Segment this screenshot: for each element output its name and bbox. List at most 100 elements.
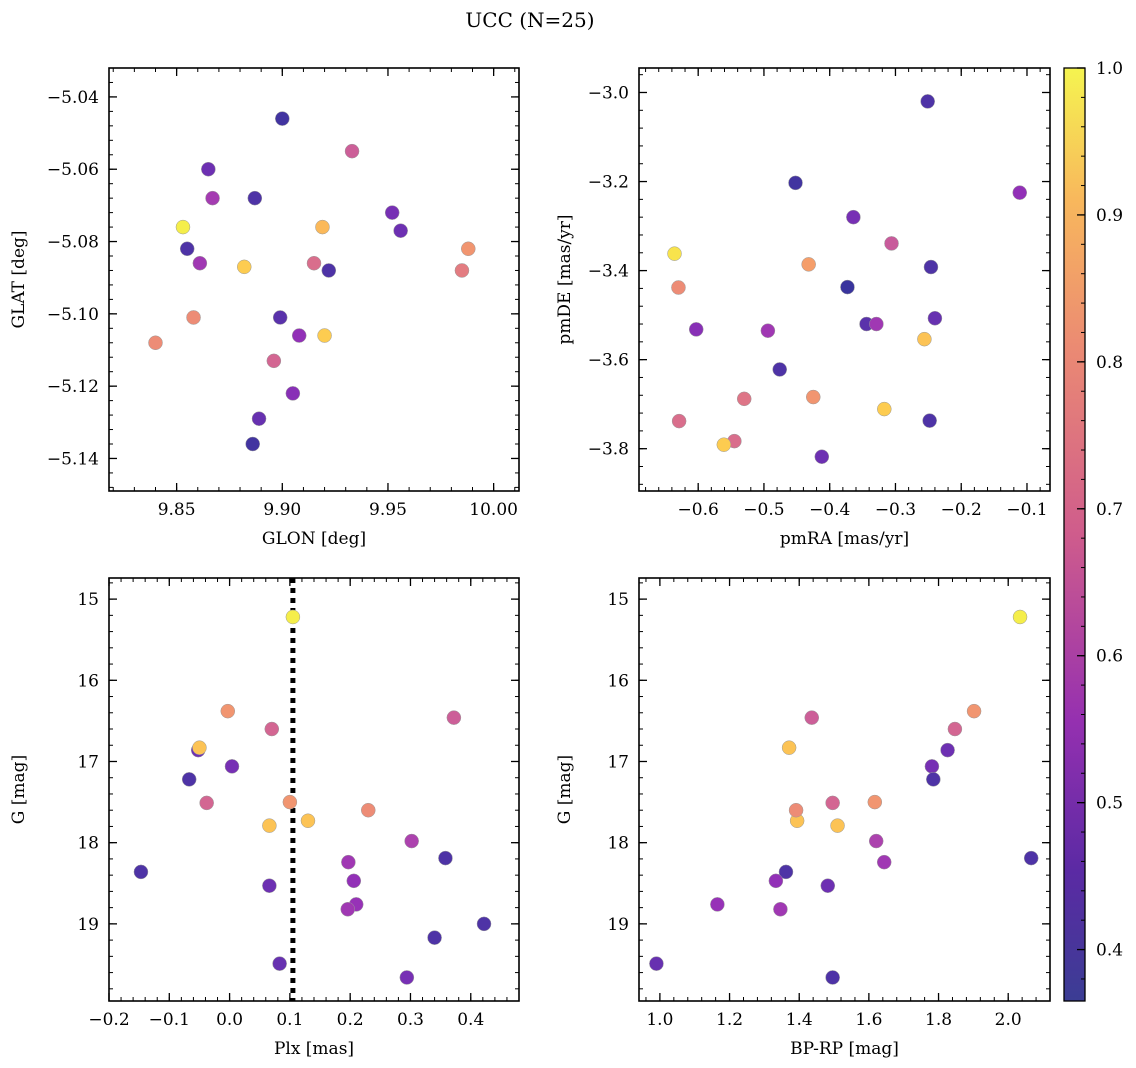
figure-title: UCC (N=25) <box>465 8 594 32</box>
x-tick-label: −0.2 <box>88 1010 129 1030</box>
x-tick-label: 9.85 <box>158 500 196 520</box>
scatter-point <box>133 864 149 880</box>
scatter-point <box>667 246 682 261</box>
y-tick-label: 17 <box>607 752 629 772</box>
colorbar-tick-label: 0.5 <box>1096 794 1123 814</box>
scatter-point <box>262 878 277 893</box>
scatter-point <box>399 970 415 985</box>
scatter-point <box>201 161 216 177</box>
scatter-point <box>772 362 787 377</box>
y-tick-label: 17 <box>77 752 99 772</box>
x-tick-label: 1.2 <box>716 1010 743 1030</box>
scatter-point <box>186 310 201 325</box>
scatter-point <box>148 335 163 351</box>
scatter-point <box>291 328 307 343</box>
scatter-point <box>768 873 784 889</box>
scatter-point <box>923 259 939 275</box>
x-tick-label: −0.1 <box>1006 500 1047 520</box>
scatter-point <box>788 802 804 818</box>
x-tick-label: 0.4 <box>457 1010 484 1030</box>
scatter-point <box>275 111 290 126</box>
scatter-point <box>924 759 940 774</box>
scatter-point <box>341 854 356 870</box>
x-tick-label: 2.0 <box>995 1010 1022 1030</box>
colorbar-tick-label: 1.0 <box>1096 59 1123 79</box>
scatter-point <box>315 219 330 235</box>
x-axis-label: Plx [mas] <box>274 1039 354 1059</box>
scatter-point <box>922 413 937 428</box>
scatter-point <box>300 813 316 829</box>
scatter-point <box>884 236 899 251</box>
x-tick-label: 1.8 <box>925 1010 952 1030</box>
scatter-point <box>264 721 280 737</box>
scatter-point <box>205 190 220 206</box>
scatter-point <box>840 279 855 295</box>
scatter-point <box>306 255 322 271</box>
scatter-point <box>476 916 492 932</box>
y-axis-label: G [mag] <box>555 755 575 824</box>
x-tick-label: −0.6 <box>678 500 719 520</box>
x-tick-label: −0.2 <box>941 500 982 520</box>
scatter-point <box>804 710 820 725</box>
colorbar-tick-label: 0.9 <box>1096 206 1123 226</box>
scatter-point <box>179 241 195 257</box>
scatter-point <box>384 205 400 220</box>
y-tick-label: 15 <box>77 590 99 610</box>
scatter-point <box>877 401 892 417</box>
scatter-point <box>361 802 376 818</box>
scatter-point <box>926 772 941 787</box>
scatter-point <box>736 391 752 407</box>
y-tick-label: 19 <box>607 915 629 935</box>
scatter-point <box>340 902 356 917</box>
x-tick-label: 1.0 <box>646 1010 673 1030</box>
scatter-point <box>671 280 686 295</box>
scatter-point <box>825 970 840 985</box>
scatter-point <box>966 703 982 719</box>
y-tick-label: −5.04 <box>47 88 99 108</box>
scatter-point <box>446 710 462 725</box>
scatter-point <box>688 322 704 337</box>
y-tick-label: −5.08 <box>47 233 99 253</box>
y-tick-label: 18 <box>77 834 99 854</box>
y-tick-label: −3.4 <box>588 262 629 282</box>
scatter-point <box>317 328 332 343</box>
x-tick-label: −0.4 <box>809 500 850 520</box>
y-axis-label: pmDE [mas/yr] <box>555 214 575 344</box>
scatter-point <box>344 143 360 159</box>
scatter-point <box>814 449 830 464</box>
plot-frame <box>638 67 1051 492</box>
scatter-point <box>321 263 337 278</box>
scatter-point <box>224 759 240 774</box>
scatter-point <box>247 190 263 206</box>
scatter-point <box>781 740 797 755</box>
colorbar: 0.4 0.5 0.6 0.7 0.8 0.9 1.0 <box>1063 59 1123 1002</box>
scatter-point <box>710 897 725 912</box>
scatter-point <box>438 850 453 866</box>
y-tick-label: 19 <box>77 915 99 935</box>
scatter-point <box>846 209 861 225</box>
x-tick-label: 1.6 <box>855 1010 882 1030</box>
colorbar-tick-label: 0.8 <box>1096 353 1123 373</box>
scatter-point <box>454 263 470 278</box>
scatter-point <box>917 331 932 347</box>
scatter-point <box>245 436 260 452</box>
scatter-point <box>760 323 776 338</box>
x-axis-label: pmRA [mas/yr] <box>780 529 909 549</box>
scatter-point <box>192 740 207 755</box>
scatter-point <box>671 413 687 429</box>
scatter-point <box>251 411 267 426</box>
colorbar-tick-label: 0.7 <box>1096 500 1123 520</box>
x-tick-label: 0.1 <box>276 1010 303 1030</box>
y-tick-label: −5.06 <box>47 160 99 180</box>
scatter-point <box>346 873 362 889</box>
panel-parallax-magnitude: −0.2 −0.1 0.0 0.1 0.2 0.3 0.4 15 16 17 18 19 Plx [ma… <box>9 577 520 1059</box>
plot-frame <box>638 577 1051 1002</box>
x-axis-label: GLON [deg] <box>262 529 366 549</box>
x-tick-label: 9.90 <box>263 500 301 520</box>
y-tick-label: −3.0 <box>588 83 629 103</box>
scatter-point <box>181 772 197 787</box>
scatter-point <box>773 902 788 917</box>
scatter-point <box>1012 185 1028 200</box>
y-tick-label: −5.10 <box>47 305 99 325</box>
